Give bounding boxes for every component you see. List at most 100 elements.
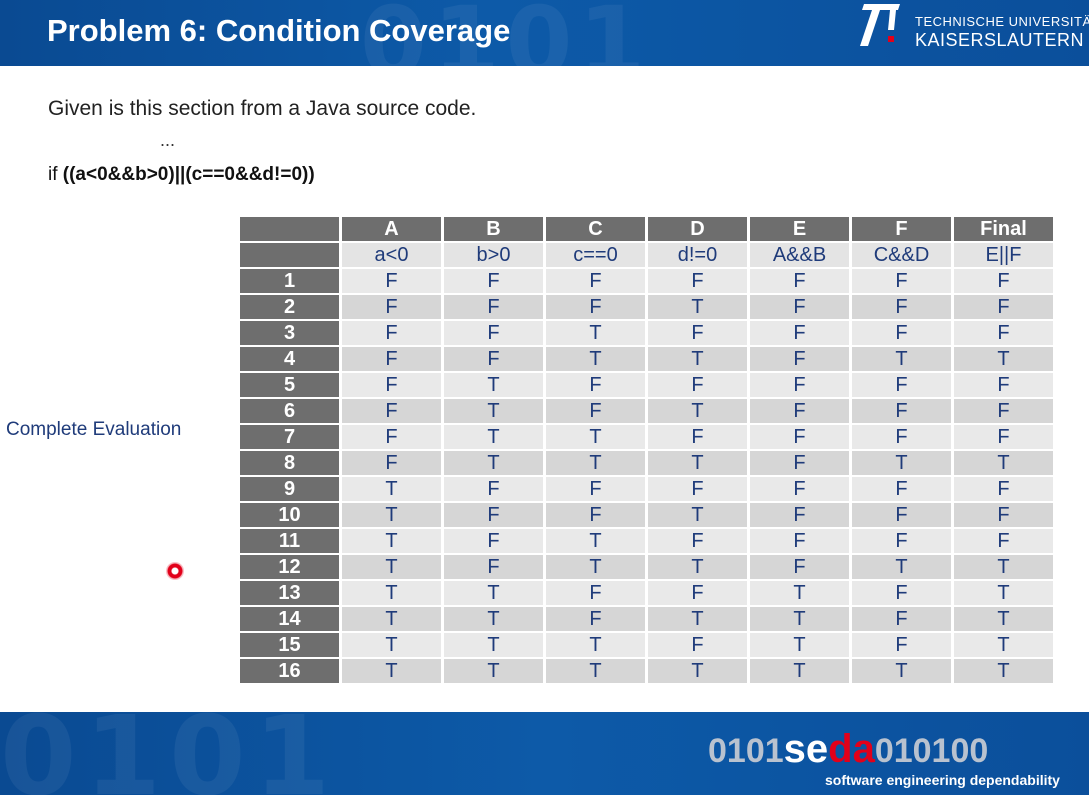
truth-value-cell: T bbox=[444, 607, 543, 631]
truth-value-cell: F bbox=[342, 451, 441, 475]
truth-value-cell: T bbox=[648, 659, 747, 683]
complete-evaluation-label: Complete Evaluation bbox=[6, 419, 182, 440]
seda-da: da bbox=[828, 727, 875, 771]
seda-prefix: 0101 bbox=[708, 732, 784, 770]
truth-value-cell: F bbox=[342, 399, 441, 423]
truth-value-cell: F bbox=[648, 477, 747, 501]
column-header-c: C bbox=[546, 217, 645, 241]
truth-value-cell: F bbox=[546, 295, 645, 319]
slide-header: 0101 Problem 6: Condition Coverage TECHN… bbox=[0, 0, 1089, 98]
truth-value-cell: T bbox=[546, 321, 645, 345]
row-number: 5 bbox=[240, 373, 339, 397]
truth-value-cell: T bbox=[546, 633, 645, 657]
truth-value-cell: T bbox=[750, 607, 849, 631]
truth-value-cell: T bbox=[342, 555, 441, 579]
truth-value-cell: T bbox=[852, 451, 951, 475]
truth-value-cell: F bbox=[648, 269, 747, 293]
intro-text: Given is this section from a Java source… bbox=[48, 97, 477, 120]
logo-line-1: TECHNISCHE UNIVERSITÄT bbox=[915, 14, 1089, 29]
truth-value-cell: T bbox=[444, 451, 543, 475]
row-number: 4 bbox=[240, 347, 339, 371]
truth-value-cell: F bbox=[852, 269, 951, 293]
code-line: if ((a<0&&b>0)||(c==0&&d!=0)) bbox=[48, 164, 315, 186]
truth-value-cell: F bbox=[750, 295, 849, 319]
truth-value-cell: T bbox=[750, 659, 849, 683]
truth-value-cell: T bbox=[342, 529, 441, 553]
truth-value-cell: F bbox=[648, 321, 747, 345]
truth-value-cell: T bbox=[750, 633, 849, 657]
truth-value-cell: T bbox=[648, 503, 747, 527]
corner-cell bbox=[240, 217, 339, 241]
truth-value-cell: T bbox=[648, 607, 747, 631]
slide-title: Problem 6: Condition Coverage bbox=[47, 13, 511, 48]
truth-value-cell: F bbox=[444, 321, 543, 345]
truth-value-cell: F bbox=[444, 529, 543, 553]
code-prefix: if bbox=[48, 164, 63, 185]
truth-value-cell: F bbox=[648, 633, 747, 657]
truth-value-cell: F bbox=[342, 373, 441, 397]
truth-value-cell: F bbox=[546, 269, 645, 293]
truth-value-cell: F bbox=[852, 399, 951, 423]
truth-value-cell: T bbox=[444, 373, 543, 397]
truth-value-cell: F bbox=[750, 373, 849, 397]
column-header-d: D bbox=[648, 217, 747, 241]
truth-value-cell: F bbox=[546, 607, 645, 631]
truth-value-cell: F bbox=[444, 347, 543, 371]
truth-value-cell: F bbox=[852, 425, 951, 449]
slide-footer: 0101 bbox=[0, 712, 1089, 795]
table-row: 10 T F F T F F F bbox=[240, 503, 1053, 527]
truth-value-cell: F bbox=[750, 425, 849, 449]
truth-value-cell: T bbox=[852, 555, 951, 579]
truth-value-cell: F bbox=[648, 581, 747, 605]
truth-value-cell: F bbox=[852, 295, 951, 319]
seda-se: se bbox=[783, 727, 829, 771]
truth-value-cell: T bbox=[444, 633, 543, 657]
subheader-d: d!=0 bbox=[648, 243, 747, 267]
truth-table: A B C D E F Final a<0 b>0 c==0 d!=0 A&&B… bbox=[237, 215, 1056, 685]
truth-value-cell: F bbox=[852, 373, 951, 397]
truth-value-cell: F bbox=[648, 529, 747, 553]
truth-value-cell: F bbox=[954, 477, 1053, 501]
truth-value-cell: F bbox=[750, 269, 849, 293]
truth-value-cell: F bbox=[954, 269, 1053, 293]
university-logo: TECHNISCHE UNIVERSITÄT KAISERSLAUTERN bbox=[850, 0, 1089, 66]
column-header-a: A bbox=[342, 217, 441, 241]
truth-value-cell: F bbox=[444, 477, 543, 501]
table-row: 16 T T T T T T T bbox=[240, 659, 1053, 683]
truth-value-cell: T bbox=[444, 659, 543, 683]
truth-value-cell: F bbox=[852, 607, 951, 631]
logo-line-2: KAISERSLAUTERN bbox=[915, 30, 1085, 50]
truth-value-cell: F bbox=[444, 555, 543, 579]
truth-value-cell: F bbox=[954, 373, 1053, 397]
truth-value-cell: T bbox=[546, 529, 645, 553]
truth-value-cell: T bbox=[954, 633, 1053, 657]
truth-value-cell: F bbox=[954, 321, 1053, 345]
table-row: 11 T F T F F F F bbox=[240, 529, 1053, 553]
truth-value-cell: F bbox=[750, 529, 849, 553]
truth-value-cell: T bbox=[648, 451, 747, 475]
subheader-row: a<0 b>0 c==0 d!=0 A&&B C&&D E||F bbox=[240, 243, 1053, 267]
truth-value-cell: F bbox=[444, 503, 543, 527]
row-number: 10 bbox=[240, 503, 339, 527]
truth-value-cell: T bbox=[954, 451, 1053, 475]
truth-value-cell: F bbox=[852, 581, 951, 605]
truth-value-cell: F bbox=[750, 321, 849, 345]
truth-value-cell: F bbox=[852, 633, 951, 657]
row-number: 7 bbox=[240, 425, 339, 449]
truth-value-cell: F bbox=[342, 347, 441, 371]
code-condition: ((a<0&&b>0)||(c==0&&d!=0)) bbox=[62, 164, 315, 185]
truth-value-cell: F bbox=[546, 373, 645, 397]
truth-value-cell: T bbox=[648, 555, 747, 579]
code-ellipsis: ... bbox=[160, 130, 176, 150]
seda-logo: 0101seda010100 bbox=[708, 727, 988, 772]
row-number: 8 bbox=[240, 451, 339, 475]
truth-value-cell: F bbox=[546, 399, 645, 423]
corner-cell bbox=[240, 243, 339, 267]
truth-value-cell: T bbox=[954, 581, 1053, 605]
truth-value-cell: T bbox=[546, 451, 645, 475]
truth-value-cell: T bbox=[852, 659, 951, 683]
